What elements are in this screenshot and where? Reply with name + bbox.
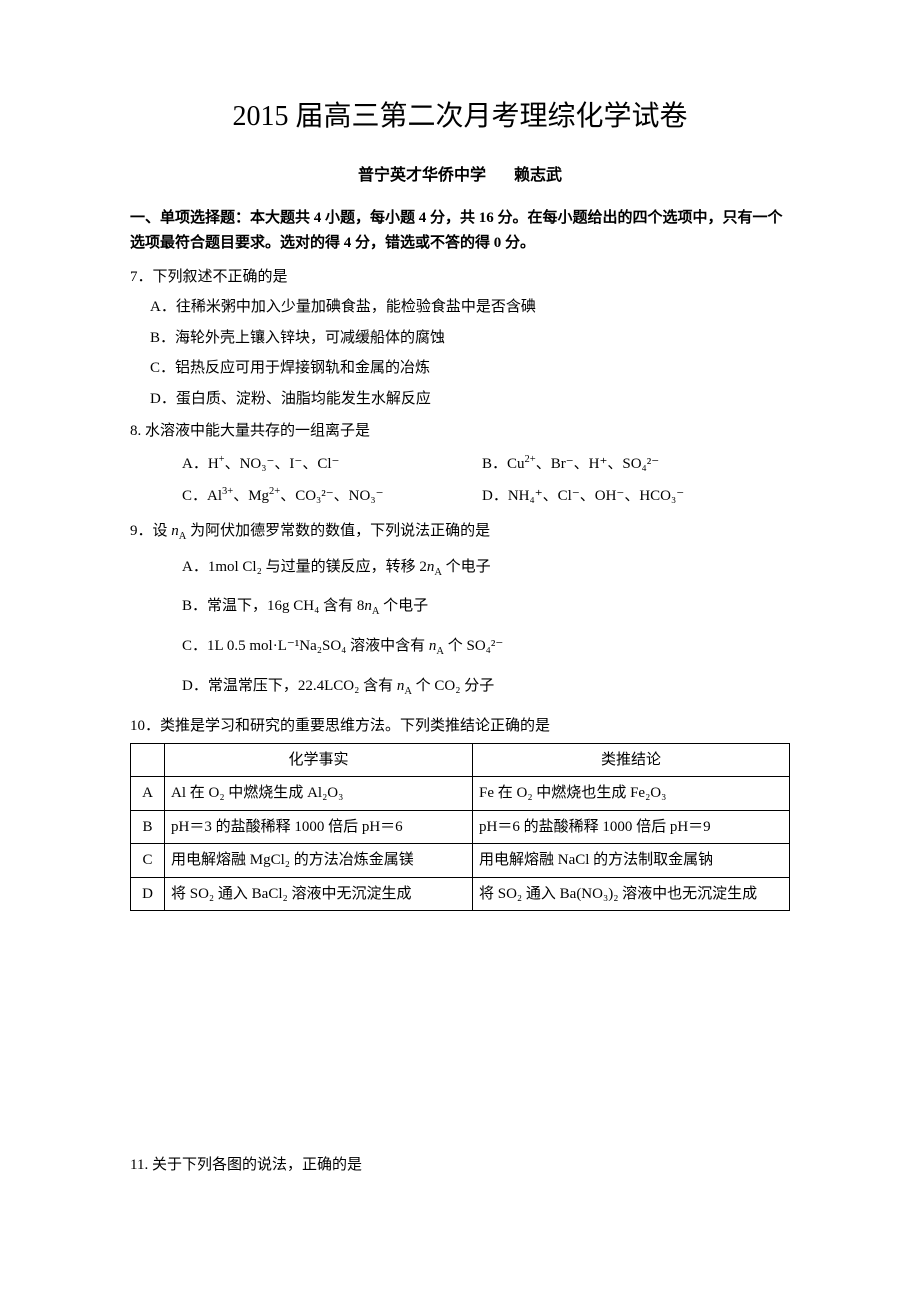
q8-stem: 8. 水溶液中能大量共存的一组离子是	[130, 417, 790, 446]
q9-option-a: A．1mol Cl₂ 与过量的镁反应，转移 2nA 个电子	[182, 553, 790, 583]
q10-table: 化学事实 类推结论 A Al 在 O₂ 中燃烧生成 Al₂O₃ Fe 在 O₂ …	[130, 743, 790, 912]
table-row: A Al 在 O₂ 中燃烧生成 Al₂O₃ Fe 在 O₂ 中燃烧也生成 Fe₂…	[131, 777, 790, 811]
q9-option-c: C．1L 0.5 mol·L⁻¹Na₂SO₄ 溶液中含有 nA 个 SO₄²⁻	[182, 632, 790, 662]
q9-option-b: B．常温下，16g CH₄ 含有 8nA 个电子	[182, 592, 790, 622]
exam-subtitle: 普宁英才华侨中学 赖志武	[130, 161, 790, 191]
row-label-c: C	[131, 844, 165, 878]
row-c-conclusion: 用电解熔融 NaCl 的方法制取金属钠	[473, 844, 790, 878]
row-d-fact: 将 SO₂ 通入 BaCl₂ 溶液中无沉淀生成	[165, 877, 473, 911]
row-d-conclusion: 将 SO₂ 通入 Ba(NO₃)₂ 溶液中也无沉淀生成	[473, 877, 790, 911]
school-name: 普宁英才华侨中学	[358, 167, 486, 184]
q8-options: A．H+、NO₃⁻、I⁻、Cl⁻ B．Cu2+、Br⁻、H⁺、SO₄²⁻ C．A…	[182, 448, 790, 513]
q9-stem: 9．设 nA 为阿伏加德罗常数的数值，下列说法正确的是	[130, 517, 790, 547]
q7-option-b: B．海轮外壳上镶入锌块，可减缓船体的腐蚀	[150, 324, 790, 353]
table-header-conclusion: 类推结论	[473, 743, 790, 777]
table-row: C 用电解熔融 MgCl₂ 的方法冶炼金属镁 用电解熔融 NaCl 的方法制取金…	[131, 844, 790, 878]
q8-option-b: B．Cu2+、Br⁻、H⁺、SO₄²⁻	[482, 450, 790, 479]
row-a-fact: Al 在 O₂ 中燃烧生成 Al₂O₃	[165, 777, 473, 811]
row-label-b: B	[131, 810, 165, 844]
q7-option-d: D．蛋白质、淀粉、油脂均能发生水解反应	[150, 385, 790, 414]
q8-option-a: A．H+、NO₃⁻、I⁻、Cl⁻	[182, 450, 482, 479]
table-header-blank	[131, 743, 165, 777]
row-c-fact: 用电解熔融 MgCl₂ 的方法冶炼金属镁	[165, 844, 473, 878]
row-a-conclusion: Fe 在 O₂ 中燃烧也生成 Fe₂O₃	[473, 777, 790, 811]
q7-stem: 7．下列叙述不正确的是	[130, 263, 790, 292]
q10-stem: 10．类推是学习和研究的重要思维方法。下列类推结论正确的是	[130, 712, 790, 741]
table-row: B pH＝3 的盐酸稀释 1000 倍后 pH＝6 pH＝6 的盐酸稀释 100…	[131, 810, 790, 844]
row-b-fact: pH＝3 的盐酸稀释 1000 倍后 pH＝6	[165, 810, 473, 844]
q7-option-c: C．铝热反应可用于焊接钢轨和金属的冶炼	[150, 354, 790, 383]
row-b-conclusion: pH＝6 的盐酸稀释 1000 倍后 pH＝9	[473, 810, 790, 844]
q8-option-d: D．NH₄⁺、Cl⁻、OH⁻、HCO₃⁻	[482, 482, 790, 511]
row-label-d: D	[131, 877, 165, 911]
author-name: 赖志武	[514, 167, 562, 184]
table-row: D 将 SO₂ 通入 BaCl₂ 溶液中无沉淀生成 将 SO₂ 通入 Ba(NO…	[131, 877, 790, 911]
q9-option-d: D．常温常压下，22.4LCO₂ 含有 nA 个 CO₂ 分子	[182, 672, 790, 702]
q8-option-c: C．Al3+、Mg2+、CO₃²⁻、NO₃⁻	[182, 482, 482, 511]
q7-options: A．往稀米粥中加入少量加碘食盐，能检验食盐中是否含碘 B．海轮外壳上镶入锌块，可…	[150, 293, 790, 413]
section-instructions: 一、单项选择题：本大题共 4 小题，每小题 4 分，共 16 分。在每小题给出的…	[130, 206, 790, 257]
q9-options: A．1mol Cl₂ 与过量的镁反应，转移 2nA 个电子 B．常温下，16g …	[182, 553, 790, 703]
q11-stem: 11. 关于下列各图的说法，正确的是	[130, 1151, 790, 1180]
exam-title: 2015 届高三第二次月考理综化学试卷	[130, 90, 790, 143]
table-header-fact: 化学事实	[165, 743, 473, 777]
table-header-row: 化学事实 类推结论	[131, 743, 790, 777]
row-label-a: A	[131, 777, 165, 811]
q7-option-a: A．往稀米粥中加入少量加碘食盐，能检验食盐中是否含碘	[150, 293, 790, 322]
